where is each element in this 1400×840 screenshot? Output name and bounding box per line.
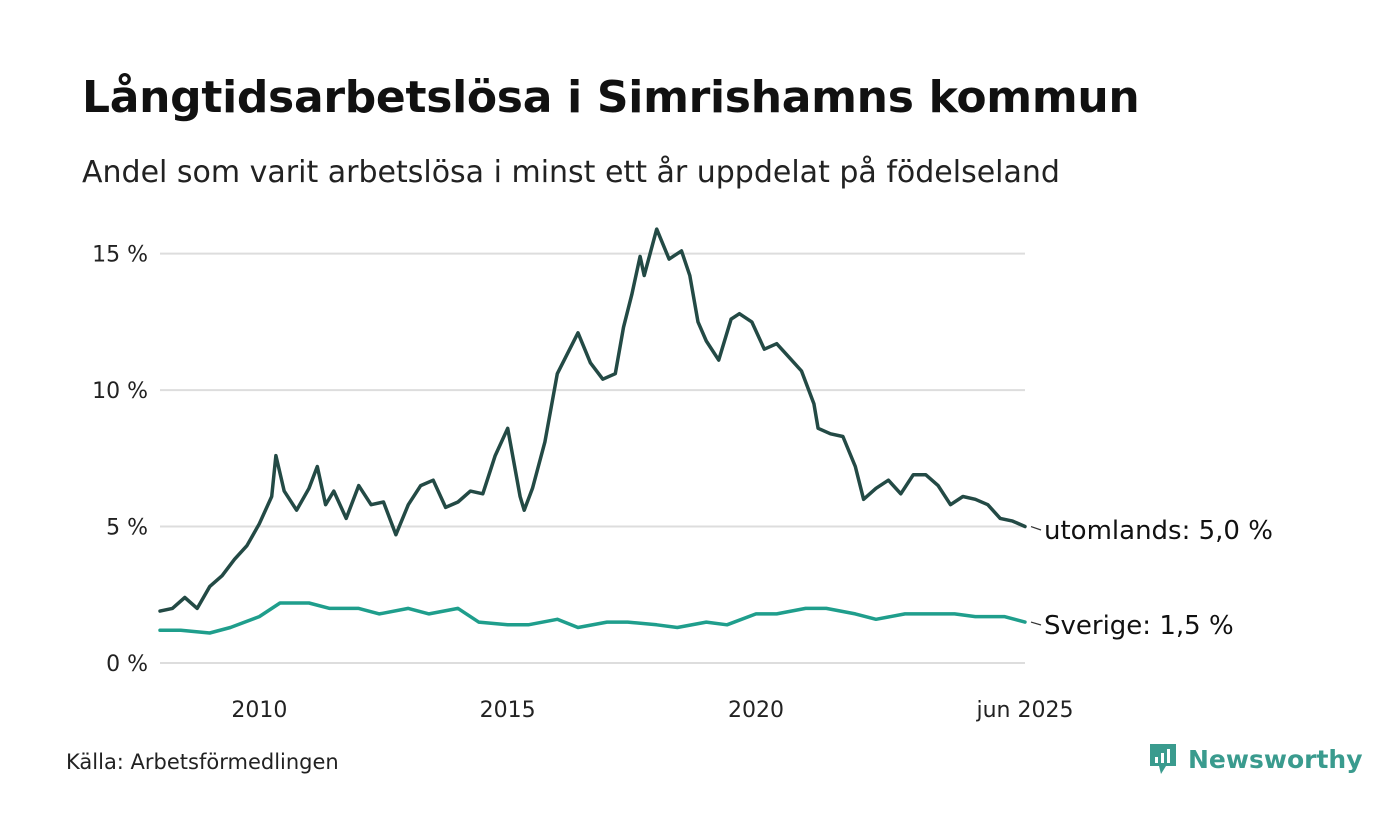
y-tick-label: 10 % [92, 379, 148, 404]
y-axis-ticks: 0 % 5 % 10 % 15 % [92, 243, 148, 677]
end-label-connector [1030, 621, 1042, 626]
end-label-utomlands: utomlands: 5,0 % [1044, 516, 1273, 546]
y-tick-label: 5 % [106, 516, 148, 541]
y-tick-label: 15 % [92, 243, 148, 268]
series-lines [158, 227, 1027, 635]
x-tick-label: 2015 [480, 698, 536, 723]
newsworthy-logo-icon [1150, 744, 1176, 774]
x-tick-label: 2020 [728, 698, 784, 723]
chart-title: Långtidsarbetslösa i Simrishamns kommun [82, 72, 1140, 123]
gridlines [160, 252, 1025, 664]
series-line-utomlands [158, 227, 1027, 613]
end-label-sverige: Sverige: 1,5 % [1044, 611, 1234, 641]
x-tick-label: jun 2025 [976, 698, 1074, 723]
x-axis-ticks: 2010 2015 2020 jun 2025 [231, 698, 1073, 723]
end-labels: utomlands: 5,0 % Sverige: 1,5 % [1030, 516, 1273, 641]
brand-logo[interactable]: Newsworthy [1148, 742, 1363, 776]
end-label-connector [1030, 525, 1042, 531]
series-line-sverige [158, 601, 1027, 635]
y-tick-label: 0 % [106, 652, 148, 677]
chart-subtitle: Andel som varit arbetslösa i minst ett å… [82, 155, 1060, 190]
source-note: Källa: Arbetsförmedlingen [66, 750, 339, 774]
brand-name: Newsworthy [1188, 744, 1363, 774]
x-tick-label: 2010 [231, 698, 287, 723]
